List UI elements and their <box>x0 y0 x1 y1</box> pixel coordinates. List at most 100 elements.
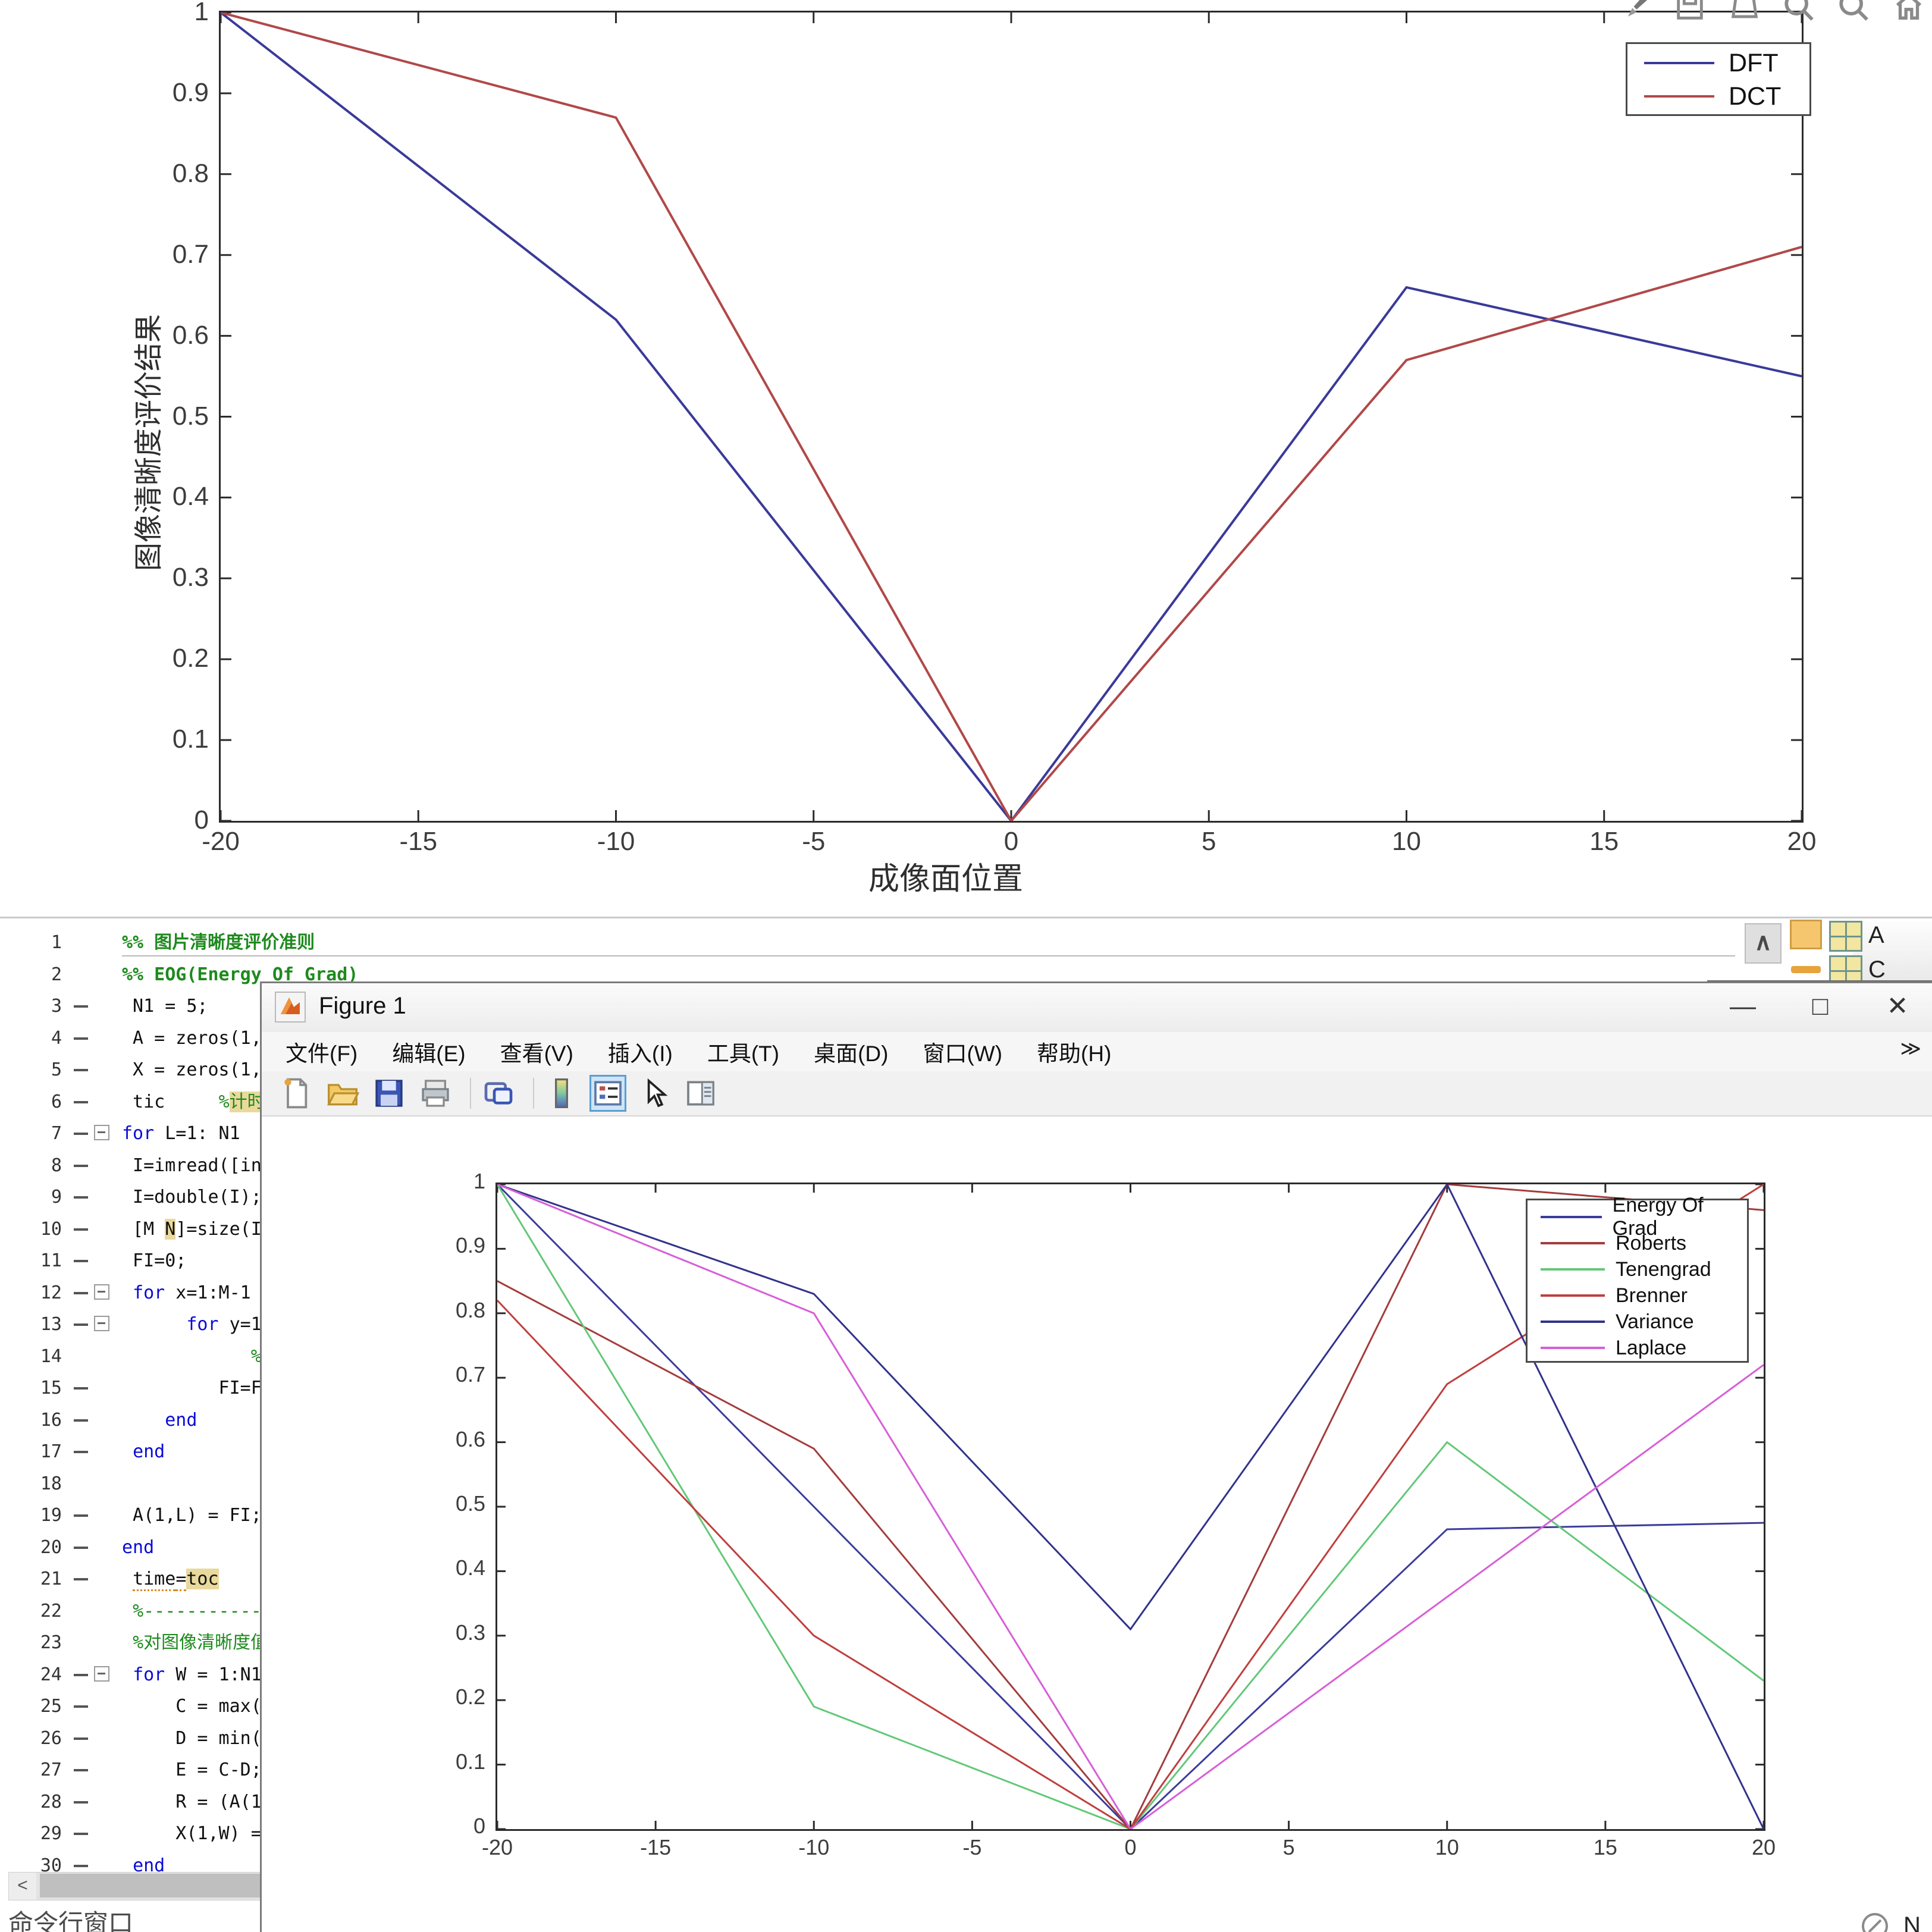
code-line[interactable]: 6 tic %计时 <box>0 1086 1932 1118</box>
breakpoint-dash[interactable] <box>74 1737 88 1740</box>
zoom-out-icon[interactable] <box>1837 0 1871 24</box>
code-line[interactable]: 11 FI=0; <box>0 1245 1932 1277</box>
breakpoint-dash[interactable] <box>74 1228 88 1231</box>
breakpoint-dash[interactable] <box>74 1769 88 1771</box>
print-icon[interactable] <box>419 1077 452 1110</box>
breakpoint-dash[interactable] <box>74 1546 88 1549</box>
breakpoint-dash[interactable] <box>74 1451 88 1453</box>
breakpoint-dash[interactable] <box>74 1196 88 1199</box>
section-grid-icon-a[interactable] <box>1829 921 1862 952</box>
line-number: 24 <box>40 1664 62 1685</box>
menu-item-帮助h[interactable]: 帮助(H) <box>1037 1042 1112 1066</box>
code-text: I=imread([int <box>122 1155 272 1176</box>
maximize-button[interactable]: □ <box>1812 992 1828 1021</box>
scrollbar-thumb[interactable] <box>40 1874 266 1898</box>
code-line[interactable]: 3 N1 = 5; <box>0 990 1932 1023</box>
y-tick-label: 0 <box>194 805 209 835</box>
breakpoint-dash[interactable] <box>74 1801 88 1804</box>
breakpoint-dash[interactable] <box>74 1133 88 1135</box>
code-fold-icon[interactable] <box>94 1316 109 1331</box>
menu-item-窗口w[interactable]: 窗口(W) <box>923 1042 1003 1066</box>
code-line[interactable]: 5 X = zeros(1,N <box>0 1054 1932 1086</box>
code-line[interactable]: 7 for L=1: N1 <box>0 1118 1932 1150</box>
code-line[interactable]: 16 end <box>0 1404 1932 1437</box>
top-chart-plot[interactable]: -20 -15 -10 -5 0 5 10 15 20 0 0.1 0.2 0.3 0.4 0.5 0.6 0.… <box>172 0 1817 856</box>
breakpoint-dash[interactable] <box>74 1100 88 1103</box>
new-document-icon[interactable] <box>280 1077 313 1110</box>
breakpoint-dash[interactable] <box>74 1387 88 1390</box>
cursor-icon[interactable] <box>638 1077 671 1110</box>
code-line[interactable]: 2 %% EOG(Energy Of Grad) <box>0 959 1932 991</box>
home-icon[interactable] <box>1892 0 1926 24</box>
breakpoint-dash[interactable] <box>74 1578 88 1580</box>
line-number: 8 <box>51 1155 62 1176</box>
code-fold-icon[interactable] <box>94 1125 109 1140</box>
save-icon[interactable] <box>1673 0 1707 24</box>
code-line[interactable]: 24 for W = 1:N1 <box>0 1659 1932 1691</box>
command-window-label[interactable]: 命令行窗口 <box>8 1909 134 1932</box>
code-line[interactable]: 22 %----------- <box>0 1595 1932 1627</box>
insert-panel-icon[interactable] <box>684 1077 717 1110</box>
code-line[interactable]: 10 [M N]=size(I) <box>0 1213 1932 1246</box>
scroll-up-button[interactable]: ∧ <box>1745 923 1782 964</box>
code-line[interactable]: 20 end <box>0 1532 1932 1564</box>
print-icon[interactable] <box>1727 0 1762 24</box>
code-line[interactable]: 9 I=double(I); <box>0 1181 1932 1213</box>
code-line[interactable]: 27 E = C-D; <box>0 1754 1932 1786</box>
code-fold-icon[interactable] <box>94 1284 109 1300</box>
code-line[interactable]: 23 %对图像清晰度值 <box>0 1627 1932 1659</box>
scroll-left-button[interactable]: < <box>9 1873 36 1900</box>
menu-item-编辑e[interactable]: 编辑(E) <box>392 1042 466 1066</box>
zoom-in-icon[interactable] <box>1782 0 1817 24</box>
breakpoint-dash[interactable] <box>74 1164 88 1167</box>
menu-item-桌面d[interactable]: 桌面(D) <box>814 1042 889 1066</box>
breakpoint-dash[interactable] <box>74 1705 88 1708</box>
code-line[interactable]: 19 A(1,L) = FI; <box>0 1500 1932 1532</box>
figure1-chart-legend[interactable]: Energy Of Grad Roberts Tenengrad Brenner Var… <box>1526 1194 1749 1363</box>
breakpoint-dash[interactable] <box>74 1260 88 1262</box>
breakpoint-dash[interactable] <box>74 1037 88 1040</box>
document-map-marker[interactable] <box>1790 920 1822 949</box>
link-icon[interactable] <box>482 1077 515 1110</box>
breakpoint-dash[interactable] <box>74 1291 88 1294</box>
breakpoint-dash[interactable] <box>74 1005 88 1008</box>
breakpoint-dash[interactable] <box>74 1419 88 1422</box>
breakpoint-dash[interactable] <box>74 1833 88 1835</box>
menu-item-插入i[interactable]: 插入(I) <box>607 1042 673 1066</box>
horizontal-scrollbar[interactable]: < <box>8 1872 307 1900</box>
menu-item-文件f[interactable]: 文件(F) <box>286 1042 358 1066</box>
menu-item-工具t[interactable]: 工具(T) <box>707 1042 780 1066</box>
code-line[interactable]: 21 time=toc <box>0 1563 1932 1595</box>
close-button[interactable]: ✕ <box>1886 992 1909 1021</box>
code-line[interactable]: 18 <box>0 1468 1932 1500</box>
figure1-chart-plot[interactable]: -20 -15 -10 -5 0 5 10 15 20 0 0.1 0.2 0.3 0.4 0.5 0.6 0.… <box>456 1169 1776 1859</box>
save-icon[interactable] <box>372 1077 406 1110</box>
breakpoint-dash[interactable] <box>74 1069 88 1071</box>
minimize-button[interactable]: — <box>1730 992 1756 1021</box>
open-folder-icon[interactable] <box>326 1077 359 1110</box>
figure-toolbar[interactable] <box>262 1071 1932 1116</box>
code-line[interactable]: 8 I=imread([int <box>0 1150 1932 1182</box>
code-line[interactable]: 4 A = zeros(1,N <box>0 1023 1932 1055</box>
figure-window-titlebar[interactable]: Figure 1 — □ ✕ <box>262 983 1932 1032</box>
legend-row: Energy Of Grad <box>1528 1194 1747 1240</box>
code-fold-icon[interactable] <box>94 1666 109 1682</box>
menu-overflow-icon[interactable]: ≫ <box>1900 1037 1921 1060</box>
y-tick-label: 0.6 <box>172 320 209 350</box>
code-line[interactable]: 17 end <box>0 1436 1932 1468</box>
figure-menubar[interactable]: 文件(F) 编辑(E) 查看(V) 插入(I) 工具(T) 桌面(D) 窗口(W) 帮助(H) <box>262 1032 1932 1071</box>
top-chart-legend[interactable]: DFT DCT <box>1626 42 1811 116</box>
breakpoint-dash[interactable] <box>74 1323 88 1326</box>
code-line[interactable]: 12 for x=1:M-1 <box>0 1277 1932 1309</box>
breakpoint-dash[interactable] <box>74 1864 88 1867</box>
legend-line-sample <box>1541 1321 1605 1323</box>
code-line[interactable]: 1 %% 图片清晰度评价准则 <box>0 927 1932 959</box>
brush-icon[interactable] <box>1618 0 1652 24</box>
breakpoint-dash[interactable] <box>74 1673 88 1676</box>
breakpoint-dash[interactable] <box>74 1514 88 1517</box>
code-line[interactable]: 29 X(1,W) = <box>0 1818 1932 1850</box>
code-text: %对图像清晰度值 <box>133 1632 269 1653</box>
menu-item-查看v[interactable]: 查看(V) <box>500 1042 573 1066</box>
legend-icon[interactable] <box>589 1075 626 1112</box>
colorbar-icon[interactable] <box>545 1077 578 1110</box>
